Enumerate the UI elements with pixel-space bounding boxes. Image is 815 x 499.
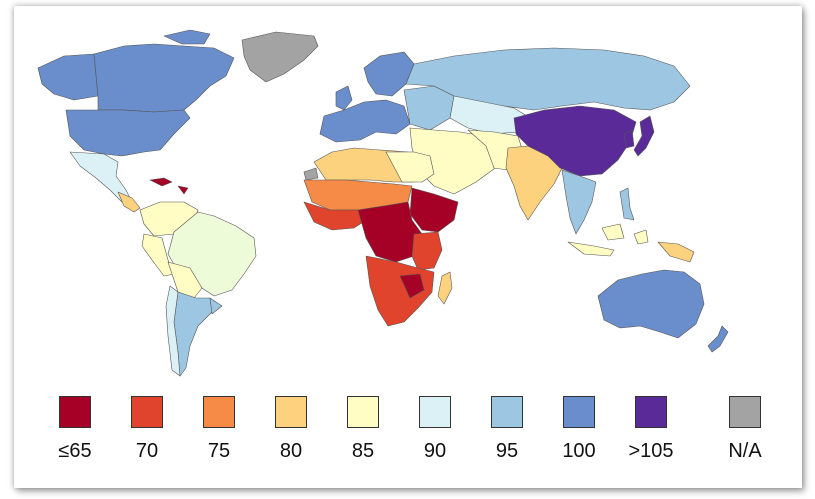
- legend-item-85: 85: [328, 396, 398, 463]
- legend-label: ≤65: [58, 440, 92, 462]
- legend-label: 95: [495, 440, 519, 462]
- region-greenland: [241, 31, 319, 83]
- region-west-africa: [303, 201, 367, 231]
- legend-label: 75: [207, 440, 231, 462]
- region-uk: [335, 85, 353, 111]
- legend-label: 70: [135, 440, 159, 462]
- legend-item-gt105: >105: [616, 396, 686, 463]
- region-japan: [633, 115, 655, 157]
- region-indonesia: [567, 223, 649, 257]
- region-central-america: [117, 191, 141, 213]
- region-caribbean: [149, 177, 189, 195]
- region-western-europe: [319, 99, 411, 143]
- map-frame: ≤65 70 75 80 85 90 95 100: [14, 6, 802, 488]
- legend-item-100: 100: [544, 396, 614, 463]
- region-korea: [623, 129, 635, 149]
- legend-swatch: [131, 396, 163, 428]
- region-uruguay: [209, 297, 223, 315]
- legend-label: >105: [628, 440, 674, 462]
- legend-swatch: [563, 396, 595, 428]
- legend: ≤65 70 75 80 85 90 95 100: [34, 396, 794, 486]
- legend-swatch: [59, 396, 91, 428]
- region-eastern-europe: [403, 85, 455, 131]
- legend-item-90: 90: [400, 396, 470, 463]
- region-canada: [93, 43, 235, 113]
- region-southeast-asia: [561, 169, 597, 235]
- legend-item-na: N/A: [710, 396, 780, 463]
- legend-label: 85: [351, 440, 375, 462]
- legend-item-95: 95: [472, 396, 542, 463]
- region-philippines: [619, 187, 635, 221]
- region-zimbabwe: [399, 273, 425, 299]
- region-sahel: [303, 179, 413, 211]
- legend-label: 100: [562, 440, 596, 462]
- region-png: [657, 241, 695, 263]
- legend-label: 90: [423, 440, 447, 462]
- legend-item-75: 75: [184, 396, 254, 463]
- region-egypt: [385, 151, 435, 183]
- region-chile: [165, 285, 181, 377]
- legend-swatch: [729, 396, 761, 428]
- legend-label: 80: [279, 440, 303, 462]
- region-arctic-islands: [163, 29, 211, 45]
- legend-swatch: [347, 396, 379, 428]
- region-usa: [65, 109, 191, 157]
- legend-swatch: [275, 396, 307, 428]
- legend-swatch: [419, 396, 451, 428]
- region-peru: [141, 233, 175, 277]
- legend-item-70: 70: [112, 396, 182, 463]
- legend-label: N/A: [728, 440, 762, 462]
- legend-swatch: [491, 396, 523, 428]
- region-australia: [597, 269, 705, 339]
- region-china: [513, 105, 637, 177]
- region-horn-of-africa: [409, 187, 459, 233]
- region-new-zealand: [707, 325, 729, 353]
- region-argentina: [173, 291, 213, 377]
- world-map: [37, 29, 729, 377]
- region-western-sahara: [303, 167, 319, 181]
- region-alaska: [37, 53, 99, 101]
- legend-item-le65: ≤65: [40, 396, 110, 463]
- region-southern-africa: [365, 255, 435, 327]
- legend-item-80: 80: [256, 396, 326, 463]
- region-bolivia: [167, 261, 203, 299]
- legend-swatch: [203, 396, 235, 428]
- region-madagascar: [437, 271, 453, 305]
- region-east-africa: [411, 231, 443, 271]
- legend-swatch: [635, 396, 667, 428]
